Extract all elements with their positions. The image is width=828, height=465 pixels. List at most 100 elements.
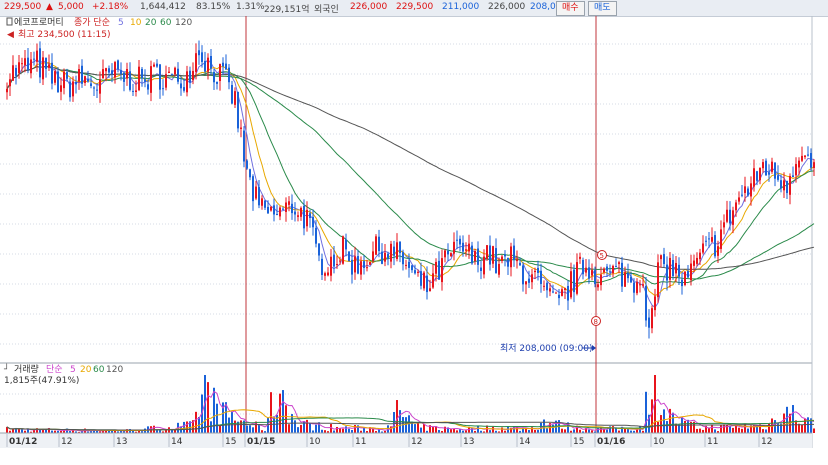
- volume-bar: [702, 429, 704, 433]
- candle-body: [162, 88, 164, 90]
- volume-bar: [135, 431, 137, 433]
- candle-body: [207, 57, 209, 72]
- candle-body: [306, 209, 308, 227]
- candle-body: [780, 180, 782, 189]
- volume-bar: [609, 426, 611, 433]
- volume-bar: [42, 428, 44, 433]
- candle-body: [693, 260, 695, 266]
- candle-body: [708, 238, 710, 240]
- candle-body: [483, 256, 485, 275]
- volume-bar: [75, 431, 77, 433]
- volume-bar: [516, 426, 518, 433]
- field-a: 229,151억: [264, 5, 310, 15]
- volume-bar: [141, 431, 143, 433]
- sell-button[interactable]: 매도: [588, 1, 617, 16]
- volume-bar: [159, 429, 161, 433]
- stock-chart[interactable]: 에코프로머티 종가 단순 5 10 20 60 120 ◀ 최고 234,500…: [0, 16, 828, 465]
- candle-body: [408, 261, 410, 268]
- candle-body: [51, 62, 53, 84]
- candle-body: [255, 186, 257, 199]
- candle-body: [258, 187, 260, 206]
- candle-body: [321, 258, 323, 276]
- buy-button[interactable]: 매수: [556, 1, 585, 16]
- candle-body: [114, 62, 116, 78]
- candle-body: [633, 282, 635, 293]
- volume-bar: [279, 393, 281, 433]
- grid-lines: [0, 43, 812, 415]
- field-d: 211,000: [442, 2, 480, 12]
- volume-value: 1,644,412: [140, 2, 186, 12]
- candle-body: [447, 250, 449, 255]
- field-b: 226,000: [350, 2, 388, 12]
- candle-body: [672, 260, 674, 277]
- volume-bar: [732, 427, 734, 433]
- x-tick-label: 11: [355, 437, 366, 447]
- candle-body: [465, 249, 467, 251]
- volume-bar: [615, 428, 617, 433]
- candle-body: [228, 67, 230, 83]
- marker-circle-5: [597, 250, 607, 260]
- volume-bar: [378, 429, 380, 433]
- volume-bar: [651, 399, 653, 433]
- volume-bar: [225, 402, 227, 433]
- candle-body: [618, 262, 620, 265]
- marker-circle-8: [591, 316, 601, 326]
- candle-body: [366, 267, 368, 269]
- candle-body: [555, 292, 557, 294]
- candle-body: [21, 63, 23, 65]
- volume-bar: [426, 430, 428, 433]
- legend-ma20: 20: [145, 18, 157, 28]
- ma-line-5: [6, 58, 815, 309]
- low-price-label: 최저 208,000 (09:00): [500, 343, 592, 354]
- volume-bar: [222, 402, 224, 433]
- candle-body: [513, 245, 515, 261]
- candle-body: [492, 246, 494, 264]
- volume-bar: [552, 424, 554, 433]
- candle-body: [375, 236, 377, 255]
- candle-body: [723, 222, 725, 228]
- volume-bar: [156, 429, 158, 433]
- candle-body: [12, 65, 14, 81]
- volume-bar: [663, 409, 665, 433]
- candle-body: [612, 265, 614, 274]
- candle-body: [636, 282, 638, 294]
- volume-bar: [249, 425, 251, 433]
- candle-body: [69, 81, 71, 98]
- volume-bar: [282, 390, 284, 433]
- candle-body: [585, 267, 587, 273]
- candle-body: [60, 85, 62, 92]
- candle-body: [399, 241, 401, 254]
- price-candles: [6, 40, 815, 339]
- volume-bar: [684, 420, 686, 433]
- candle-body: [540, 270, 542, 285]
- candle-body: [489, 245, 491, 265]
- volume-bar: [288, 424, 290, 433]
- volume-bar: [231, 411, 233, 433]
- candle-body: [387, 253, 389, 259]
- volume-bar: [621, 426, 623, 433]
- candle-body: [105, 68, 107, 72]
- volume-bar: [429, 425, 431, 433]
- candle-body: [738, 197, 740, 202]
- volume-bar: [519, 430, 521, 433]
- panel-toggle-icon[interactable]: [6, 17, 13, 26]
- candle-body: [795, 164, 797, 176]
- volume-bar: [456, 430, 458, 433]
- candle-body: [654, 296, 656, 311]
- candle-body: [243, 130, 245, 162]
- candle-body: [132, 90, 134, 92]
- volume-bar: [531, 427, 533, 433]
- volume-bar: [165, 429, 167, 433]
- volume-bar: [66, 428, 68, 433]
- quote-bar: 229,500 ▲ 5,000 +2.18% 1,644,412 83.15% …: [0, 0, 828, 17]
- candle-body: [687, 271, 689, 278]
- volume-bar: [747, 428, 749, 433]
- candle-body: [495, 248, 497, 273]
- candle-body: [213, 71, 215, 83]
- candle-body: [702, 243, 704, 253]
- volume-bar: [786, 406, 788, 433]
- candle-body: [372, 251, 374, 261]
- candle-body: [384, 252, 386, 262]
- volume-bar: [573, 429, 575, 433]
- candle-body: [381, 251, 383, 264]
